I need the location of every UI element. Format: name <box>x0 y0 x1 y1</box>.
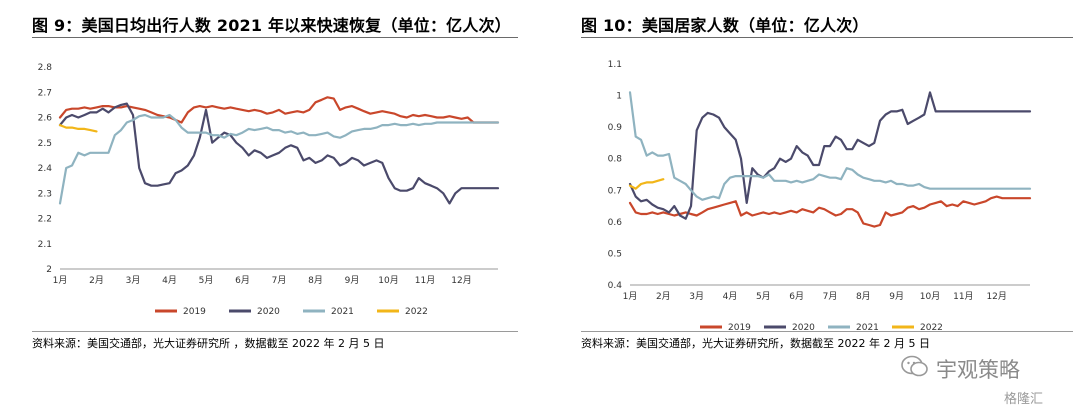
y-tick-label: 0.9 <box>608 123 623 133</box>
legend-label-2021: 2021 <box>331 307 354 317</box>
y-tick-label: 2 <box>46 265 52 275</box>
y-tick-label: 0.7 <box>608 186 622 196</box>
x-tick-label: 4月 <box>162 275 177 286</box>
y-tick-label: 1 <box>616 92 622 102</box>
y-tick-label: 2.4 <box>38 164 53 174</box>
x-tick-label: 7月 <box>272 275 287 286</box>
x-tick-label: 7月 <box>823 291 838 302</box>
y-tick-label: 0.8 <box>608 155 623 165</box>
watermark: 宇观策略 格隆汇 <box>900 352 1075 412</box>
series-line-2022 <box>628 178 665 190</box>
x-tick-label: 12月 <box>451 275 471 286</box>
y-tick-label: 2.2 <box>38 215 52 225</box>
x-tick-label: 2月 <box>656 291 671 302</box>
watermark-site: 格隆汇 <box>1004 392 1044 407</box>
series-line-2020 <box>58 102 500 205</box>
legend-label-2022: 2022 <box>920 323 943 333</box>
y-tick-label: 2.5 <box>38 139 52 149</box>
series-line-2021 <box>628 91 1032 201</box>
wechat-logo-icon <box>901 355 928 377</box>
chart-left: 2.8 2.7 2.6 2.5 2.4 2.3 2.2 2.1 21月 2月 3月 4月 5月 6月 7月 8… <box>38 63 500 317</box>
title-divider-left <box>32 37 518 38</box>
x-tick-label: 9月 <box>889 291 904 302</box>
source-note-right: 资料来源：美国交通部，光大证券研究所，数据截至 2022 年 2 月 5 日 <box>581 337 930 350</box>
series-line-2021 <box>58 113 500 205</box>
legend-label-2022: 2022 <box>405 307 428 317</box>
chart-right: 1.1 1 0.9 0.8 0.7 0.6 0.5 0.41月 2月 3月 4月 5月 6月 7月 8月 9月… <box>608 60 1032 333</box>
x-tick-label: 6月 <box>789 291 804 302</box>
chart-title-left: 图 9：美国日均出行人数 2021 年以来快速恢复（单位：亿人次） <box>32 16 511 35</box>
series-line-2019 <box>628 195 1032 228</box>
x-tick-label: 8月 <box>308 275 323 286</box>
legend-label-2021: 2021 <box>856 323 879 333</box>
y-tick-label: 0.5 <box>608 249 622 259</box>
chart-panel-right: 图 10：美国居家人数（单位：亿人次） 1.1 1 0.9 0.8 0.7 0.6 0.5 0… <box>575 0 1080 360</box>
legend-label-2019: 2019 <box>728 323 751 333</box>
chart-title-right: 图 10：美国居家人数（单位：亿人次） <box>581 16 869 35</box>
x-tick-label: 1月 <box>53 275 68 286</box>
x-tick-label: 1月 <box>623 291 638 302</box>
source-divider-right <box>581 331 1073 332</box>
y-tick-label: 0.4 <box>608 281 623 291</box>
y-tick-label: 2.7 <box>38 88 52 98</box>
source-divider-left <box>32 331 518 332</box>
legend-label-2020: 2020 <box>257 307 280 317</box>
y-tick-label: 2.6 <box>38 114 53 124</box>
series-line-2022 <box>58 123 98 133</box>
x-tick-label: 8月 <box>856 291 871 302</box>
legend-label-2019: 2019 <box>183 307 206 317</box>
x-tick-label: 6月 <box>235 275 250 286</box>
y-tick-label: 2.1 <box>38 240 52 250</box>
x-tick-label: 10月 <box>378 275 398 286</box>
x-tick-label: 3月 <box>689 291 704 302</box>
y-tick-label: 2.3 <box>38 189 52 199</box>
legend-label-2020: 2020 <box>792 323 815 333</box>
series-line-2020 <box>628 91 1032 220</box>
source-note-left: 资料来源：美国交通部，光大证券研究所 ，数据截至 2022 年 2 月 5 日 <box>32 337 385 350</box>
y-tick-label: 2.8 <box>38 63 53 73</box>
x-tick-label: 2月 <box>89 275 104 286</box>
x-tick-label: 11月 <box>953 291 973 302</box>
y-tick-label: 1.1 <box>608 60 622 70</box>
x-tick-label: 11月 <box>415 275 435 286</box>
title-divider-right <box>581 37 1073 38</box>
y-tick-label: 0.6 <box>608 218 623 228</box>
x-tick-label: 5月 <box>199 275 214 286</box>
chart-panel-left: 图 9：美国日均出行人数 2021 年以来快速恢复（单位：亿人次） 2.8 2.7… <box>0 0 520 360</box>
x-tick-label: 10月 <box>920 291 940 302</box>
x-tick-label: 9月 <box>345 275 360 286</box>
x-tick-label: 3月 <box>126 275 141 286</box>
x-tick-label: 4月 <box>723 291 738 302</box>
watermark-brand: 宇观策略 <box>936 358 1020 382</box>
x-tick-label: 5月 <box>756 291 771 302</box>
series-line-2019 <box>58 96 500 124</box>
x-tick-label: 12月 <box>986 291 1006 302</box>
